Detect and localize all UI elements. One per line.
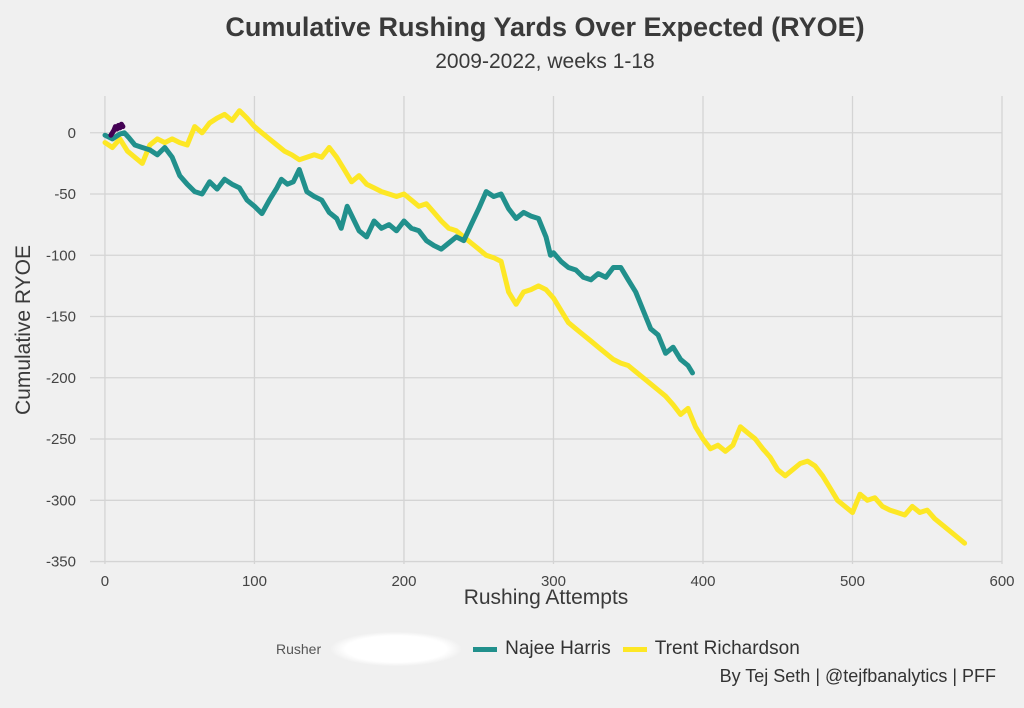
legend-title: Rusher	[276, 641, 322, 657]
x-tick-label: 200	[391, 573, 416, 590]
chart-caption: By Tej Seth | @tejfbanalytics | PFF	[719, 666, 996, 686]
chart-title: Cumulative Rushing Yards Over Expected (…	[225, 12, 865, 42]
x-axis-label: Rushing Attempts	[464, 586, 629, 609]
y-tick-label: -100	[46, 247, 76, 264]
legend-swatch-trent-richardson	[622, 646, 647, 652]
legend: Rusher Najee Harris Trent Richardson	[276, 632, 812, 666]
series-line-unlabeled	[108, 121, 126, 138]
x-tick-label: 0	[101, 573, 109, 590]
legend-label-trent-richardson: Trent Richardson	[654, 638, 800, 659]
x-tick-label: 500	[840, 573, 865, 590]
legend-swatch-najee-harris	[473, 646, 498, 652]
x-tick-label: 100	[242, 573, 267, 590]
x-tick-label: 400	[690, 573, 715, 590]
legend-item-trent-richardson: Trent Richardson	[622, 638, 800, 660]
legend-obscured-entry	[331, 632, 462, 666]
y-tick-label: -300	[46, 492, 76, 509]
y-tick-label: -350	[46, 554, 76, 571]
y-axis-label: Cumulative RYOE	[12, 245, 35, 415]
legend-item-najee-harris: Najee Harris	[473, 638, 611, 660]
x-tick-label: 600	[989, 573, 1014, 590]
legend-label-najee-harris: Najee Harris	[505, 638, 611, 659]
y-tick-label: -50	[54, 186, 76, 203]
y-tick-label: -200	[46, 370, 76, 387]
y-tick-label: -250	[46, 431, 76, 448]
x-tick-label: 300	[541, 573, 566, 590]
y-tick-label: -150	[46, 309, 76, 326]
y-tick-label: 0	[68, 125, 76, 142]
chart-subtitle: 2009-2022, weeks 1-18	[435, 50, 655, 73]
series-line-trent-richardson	[102, 108, 968, 546]
series-line-najee-harris	[102, 130, 695, 376]
